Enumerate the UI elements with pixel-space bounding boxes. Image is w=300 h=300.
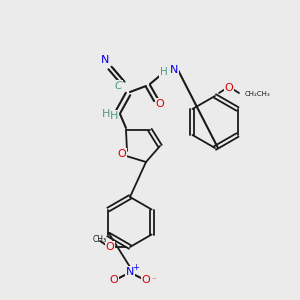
Text: O: O — [225, 83, 233, 93]
Text: ⁻: ⁻ — [152, 275, 156, 284]
Text: N: N — [170, 65, 178, 75]
Text: O: O — [110, 275, 118, 285]
Text: CH₃: CH₃ — [93, 235, 107, 244]
Text: N: N — [126, 267, 134, 277]
Text: O: O — [142, 275, 150, 285]
Text: N: N — [101, 55, 109, 65]
Text: O: O — [118, 149, 126, 159]
Text: H: H — [160, 67, 168, 77]
Text: CH₂CH₃: CH₂CH₃ — [245, 91, 271, 97]
Text: O: O — [106, 242, 114, 252]
Text: O: O — [156, 99, 164, 109]
Text: H: H — [110, 111, 118, 121]
Text: H: H — [102, 109, 110, 119]
Text: +: + — [133, 262, 140, 272]
Text: C: C — [114, 81, 122, 91]
